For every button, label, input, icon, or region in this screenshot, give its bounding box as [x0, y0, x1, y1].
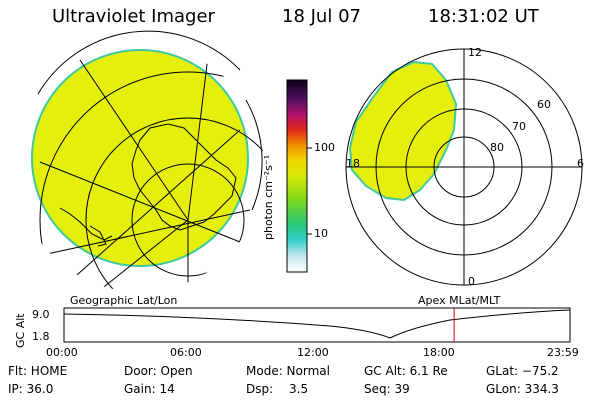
status-glat: GLat: −75.2 [486, 364, 559, 378]
geographic-view [16, 30, 264, 292]
date-label: 18 Jul 07 [282, 6, 361, 27]
status-mode: Mode: Normal [246, 364, 330, 378]
timeline-xtick-0: 00:00 [46, 346, 78, 359]
instrument-title: Ultraviolet Imager [52, 6, 215, 27]
status-ip: IP: 36.0 [8, 382, 54, 396]
colorbar-tick-100: 100 [314, 141, 335, 154]
timeline-xtick-1: 06:00 [170, 346, 202, 359]
timeline-xtick-2: 12:00 [297, 346, 329, 359]
left-view-outer-arc [37, 30, 241, 95]
time-label: 18:31:02 UT [428, 6, 539, 27]
mlt-label-6: 6 [577, 157, 584, 170]
timeline-axis-label: GC Alt [14, 313, 27, 348]
lat-label-60: 60 [537, 98, 551, 111]
timeline-ytick-bottom: 1.8 [32, 330, 50, 343]
altitude-trace [63, 309, 571, 339]
status-seq: Seq: 39 [364, 382, 410, 396]
timeline-left-label: Geographic Lat/Lon [70, 294, 178, 307]
colorbar-unit-label: photon cm⁻²s⁻¹ [262, 154, 275, 240]
timeline-right-label: Apex MLat/MLT [418, 294, 501, 307]
status-dsp-value: 3.5 [289, 382, 309, 396]
timeline-ytick-top: 9.0 [32, 308, 50, 321]
status-gc-alt: GC Alt: 6.1 Re [364, 364, 448, 378]
status-flt: Flt: HOME [8, 364, 68, 378]
colorbar-tick-10: 10 [314, 227, 328, 240]
status-gain: Gain: 14 [124, 382, 175, 396]
coastline [131, 123, 237, 231]
status-glon: GLon: 334.3 [486, 382, 559, 396]
mlt-label-0: 0 [468, 275, 475, 288]
lat-label-80: 80 [490, 141, 504, 154]
mlt-label-18: 18 [346, 157, 360, 170]
timeline-xtick-4: 23:59 [547, 346, 579, 359]
polar-plot [345, 48, 583, 286]
lat-label-70: 70 [512, 120, 526, 133]
status-door: Door: Open [124, 364, 193, 378]
mlt-label-12: 12 [468, 46, 482, 59]
colorbar [286, 79, 312, 273]
timeline-xtick-3: 18:00 [423, 346, 455, 359]
status-dsp-label: Dsp: [246, 382, 274, 396]
timeline-panel [63, 307, 571, 343]
